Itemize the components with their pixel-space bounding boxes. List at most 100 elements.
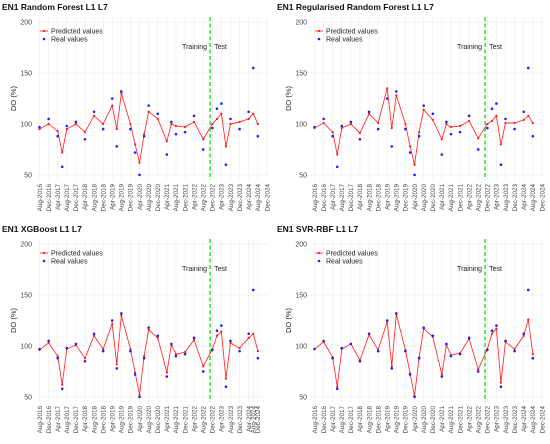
x-tick-label: Apr-2018 (357, 184, 364, 210)
real-point (385, 319, 389, 322)
x-tick-label: Apr-2024 (521, 406, 528, 432)
y-tick-label: 100 (295, 121, 307, 128)
x-tick-label: Dec-2020 (430, 184, 437, 212)
x-tick-label: Apr-2024 (246, 184, 253, 210)
real-point (256, 134, 260, 138)
training-label: Training (457, 266, 482, 273)
x-tick-label: Dec-2020 (155, 406, 162, 434)
x-tick-label: Dec-2022 (210, 406, 217, 434)
real-point (224, 163, 228, 167)
real-point (367, 110, 371, 114)
predicted-point (102, 122, 105, 126)
real-point (340, 124, 344, 128)
y-tick-label: 100 (20, 343, 32, 350)
training-label: Training (182, 266, 207, 273)
real-point (183, 130, 187, 134)
legend-predicted-marker (42, 29, 46, 33)
predicted-point (477, 137, 480, 140)
real-point (417, 356, 421, 360)
real-point (395, 312, 398, 315)
x-tick-label: Dec-2024 (539, 406, 546, 434)
x-tick-label: Dec-2021 (457, 184, 464, 212)
predicted-point (445, 122, 448, 126)
predicted-point (513, 121, 516, 125)
predicted-point (143, 355, 146, 358)
predicted-point (531, 121, 534, 125)
predicted-point (495, 327, 498, 330)
real-point (417, 134, 421, 138)
real-point (385, 97, 389, 100)
x-tick-label: Apr-2020 (412, 406, 419, 432)
x-tick-label: Apr-2018 (82, 406, 89, 432)
real-point (220, 102, 223, 105)
real-point (376, 349, 380, 353)
real-point (201, 370, 205, 373)
predicted-point (499, 381, 503, 384)
predicted-point (522, 118, 525, 121)
predicted-point (165, 140, 168, 143)
predicted-point (129, 347, 132, 351)
predicted-point (56, 130, 59, 133)
predicted-point (202, 365, 205, 368)
real-point (513, 127, 516, 131)
real-point (56, 356, 59, 360)
predicted-point (47, 341, 50, 345)
real-point (115, 145, 119, 148)
predicted-point (247, 336, 250, 339)
x-tick-label: Aug-2019 (394, 184, 401, 212)
predicted-point (238, 346, 241, 350)
predicted-point (256, 349, 259, 353)
x-tick-label: Aug-2020 (146, 184, 153, 212)
real-point (490, 107, 494, 110)
x-tick-label: Dec-2024 (264, 184, 271, 212)
real-point (238, 349, 241, 353)
real-point (486, 126, 489, 130)
real-point (367, 332, 371, 336)
predicted-point (83, 131, 87, 134)
real-point (60, 165, 64, 169)
real-point (74, 120, 78, 124)
real-point (101, 127, 105, 131)
chart-svg: EN1 XGBoost L1 L7 50 100 150 200 DO (%) Aug-20… (2, 224, 268, 434)
x-tick-label: Dec-2023 (237, 406, 244, 434)
x-tick-label: Aug-2016 (312, 406, 319, 434)
x-tick-label: Dec-2023 (512, 406, 519, 434)
y-axis-label: DO (%) (9, 86, 18, 112)
x-tick-label: Apr-2021 (164, 406, 171, 432)
chart-panel-2: EN1 Regularised Random Forest L1 L7 50 100… (275, 0, 550, 222)
real-point (390, 145, 394, 148)
legend-real-marker (42, 37, 46, 41)
predicted-point (143, 133, 146, 136)
predicted-point (156, 117, 159, 120)
predicted-point (408, 145, 412, 148)
real-point (449, 354, 453, 358)
real-point (449, 132, 453, 136)
real-point (313, 125, 316, 129)
legend-predicted-marker (42, 251, 46, 255)
predicted-point (215, 117, 219, 120)
real-point (115, 367, 119, 370)
x-tick-label: Aug-2021 (173, 406, 180, 434)
chart-title: EN1 Regularised Random Forest L1 L7 (277, 2, 434, 12)
x-tick-label: Dec-2019 (403, 406, 410, 434)
x-tick-label: Dec-2021 (182, 184, 189, 212)
predicted-point (358, 132, 362, 135)
legend-predicted-label: Predicted values (51, 29, 103, 36)
real-point (476, 148, 480, 151)
real-point (526, 66, 530, 70)
real-point (313, 347, 316, 351)
real-point (349, 120, 353, 124)
x-tick-label: Dec-2020 (155, 184, 162, 212)
predicted-point (449, 125, 453, 129)
legend-predicted-marker (317, 251, 321, 255)
predicted-point (61, 383, 64, 386)
real-point (224, 385, 228, 389)
predicted-point (133, 371, 137, 374)
real-point (504, 339, 507, 343)
x-tick-label: Apr-2018 (82, 184, 89, 210)
legend-real-marker (317, 259, 321, 263)
predicted-point (56, 355, 59, 358)
legend-real-marker (317, 37, 321, 41)
predicted-point (458, 124, 462, 128)
predicted-point (156, 336, 159, 339)
